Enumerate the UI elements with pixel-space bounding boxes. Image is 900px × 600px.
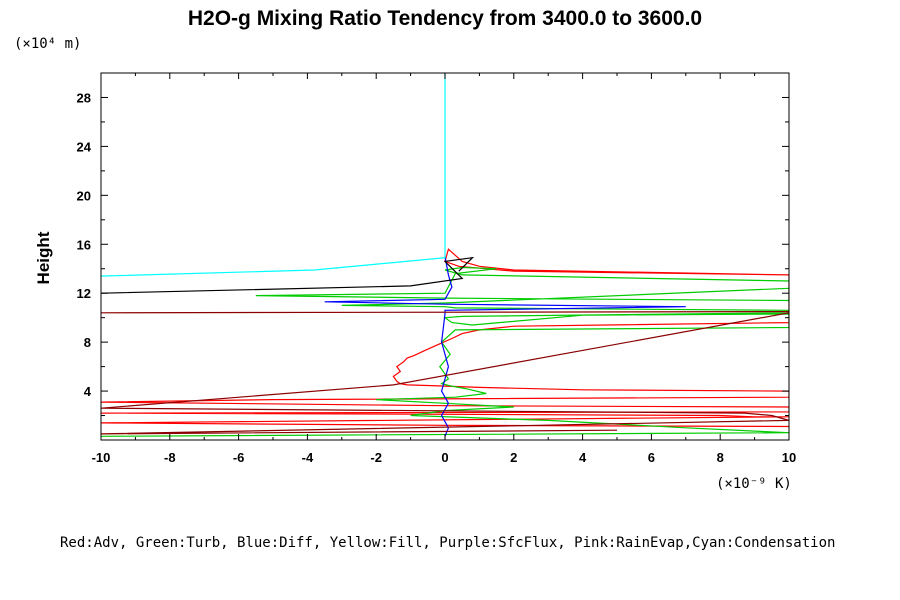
x-tick-label: -8: [164, 450, 176, 465]
x-tick-label: -6: [233, 450, 245, 465]
y-tick-label: 20: [77, 188, 91, 203]
x-tick-label: -10: [92, 450, 111, 465]
chart-title: H2O-g Mixing Ratio Tendency from 3400.0 …: [188, 7, 702, 30]
series-line-turb: [101, 266, 789, 437]
series-layer: [101, 73, 789, 437]
series-line-unlabeled-4: [101, 256, 475, 294]
x-axis-unit-label: (×10⁻⁹ K): [716, 476, 792, 492]
x-tick-label: 6: [648, 450, 655, 465]
x-tick-label: 0: [441, 450, 448, 465]
y-tick-label: 24: [77, 139, 92, 154]
x-tick-label: 10: [782, 450, 796, 465]
series-line-unlabeled-5: [101, 311, 789, 435]
y-tick-label: 4: [84, 384, 92, 399]
y-tick-label: 12: [77, 286, 91, 301]
y-axis-unit-label: (×10⁴ m): [14, 36, 81, 52]
x-tick-label: 2: [510, 450, 517, 465]
y-tick-label: 28: [77, 90, 91, 105]
series-line-diff: [324, 256, 686, 437]
series-line-condensation: [101, 73, 446, 277]
x-tick-label: -4: [302, 450, 314, 465]
y-tick-label: 8: [84, 335, 91, 350]
x-tick-label: -2: [370, 450, 382, 465]
x-tick-label: 4: [579, 450, 587, 465]
y-tick-label: 16: [77, 237, 91, 252]
x-tick-label: 8: [717, 450, 724, 465]
legend-text: Red:Adv, Green:Turb, Blue:Diff, Yellow:F…: [60, 535, 835, 551]
y-axis-label: Height: [34, 231, 53, 284]
